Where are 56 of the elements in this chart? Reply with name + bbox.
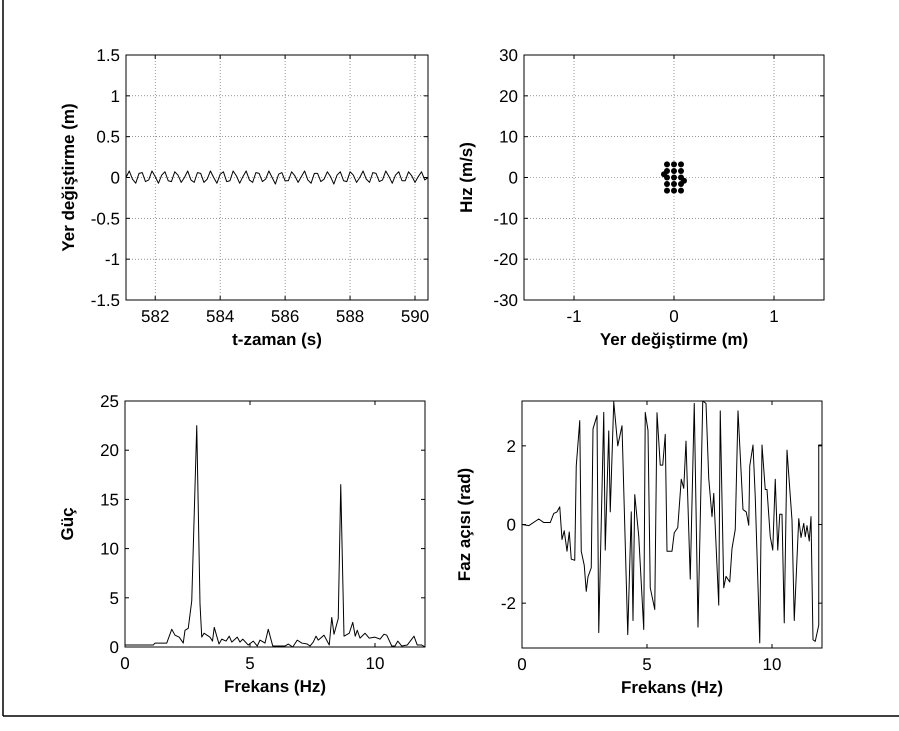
point — [661, 171, 667, 178]
point — [671, 181, 677, 188]
point — [678, 168, 684, 174]
y-tick-label: 0 — [508, 168, 518, 188]
x-tick-label: 586 — [270, 307, 300, 326]
y-tick-label: 2 — [506, 436, 516, 456]
x-tick-label: -1 — [566, 307, 582, 326]
y-tick-label: 25 — [100, 392, 119, 411]
y-axis-title: Güç — [58, 507, 77, 541]
y-tick-label: 0 — [110, 638, 119, 657]
x-tick-label: 5 — [642, 655, 652, 674]
x-axis-title: Frekans (Hz) — [224, 677, 326, 696]
y-tick-label: -1.5 — [90, 291, 120, 310]
y-tick-label: 0.5 — [96, 128, 120, 147]
x-tick-label: 1 — [769, 307, 779, 326]
y-tick-label: 20 — [499, 86, 518, 106]
x-axis-title: t-zaman (s) — [232, 330, 322, 349]
y-tick-label: -10 — [493, 209, 518, 228]
y-axis-title: Faz açısı (rad) — [455, 468, 474, 582]
y-tick-label: 1 — [110, 86, 120, 106]
point — [664, 161, 670, 168]
y-tick-label: 1.5 — [96, 46, 120, 65]
y-tick-label: 10 — [499, 128, 518, 147]
point — [671, 174, 677, 180]
x-tick-label: 0 — [669, 307, 679, 326]
point — [671, 188, 677, 194]
y-tick-label: 0 — [110, 168, 120, 188]
x-tick-label: 5 — [245, 654, 255, 673]
y-tick-label: -0.5 — [90, 209, 120, 228]
x-axis-title: Frekans (Hz) — [620, 678, 724, 697]
y-tick-label: 5 — [110, 588, 119, 608]
x-axis-title: Yer değiştirme (m) — [600, 330, 748, 349]
x-tick-label: 10 — [366, 654, 384, 673]
point — [664, 181, 670, 188]
x-tick-label: 590 — [400, 307, 430, 326]
x-tick-label: 582 — [141, 307, 170, 326]
x-tick-label: 10 — [762, 655, 782, 674]
y-tick-label: -20 — [493, 250, 518, 270]
point — [671, 168, 677, 174]
y-axis-title: Hız (m/s) — [457, 142, 476, 213]
point — [671, 161, 677, 168]
y-tick-label: 30 — [499, 46, 518, 65]
y-tick-label: -2 — [500, 594, 516, 614]
point — [678, 161, 684, 168]
y-tick-label: 10 — [100, 540, 119, 559]
y-tick-label: 15 — [100, 490, 119, 510]
y-tick-label: 20 — [100, 441, 119, 460]
x-tick-label: 584 — [206, 307, 234, 326]
point — [678, 188, 684, 194]
y-tick-label: 0 — [506, 516, 516, 534]
y-axis-title: Yer değiştirme (m) — [59, 103, 78, 252]
y-tick-label: -30 — [493, 291, 518, 310]
point — [664, 188, 670, 194]
y-tick-label: -1 — [104, 250, 120, 270]
point — [681, 178, 687, 184]
x-tick-label: 588 — [336, 307, 364, 326]
